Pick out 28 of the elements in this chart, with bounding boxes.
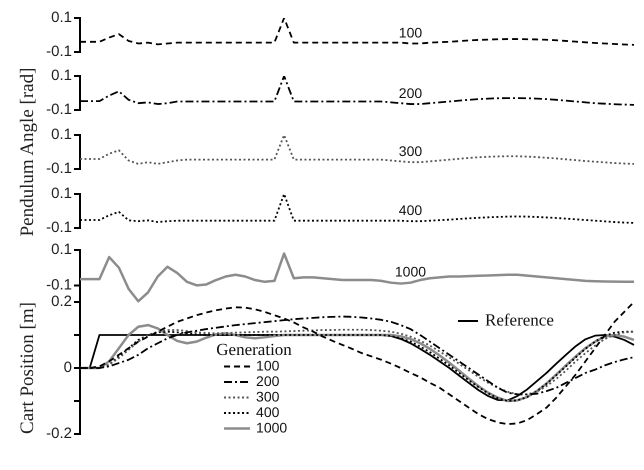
y-tick-label: 0.2 <box>51 293 72 310</box>
series-label: 1000 <box>394 264 426 280</box>
legend-label: 200 <box>256 372 280 389</box>
legend-label: 300 <box>256 388 280 404</box>
y-tick-label: 0 <box>64 359 72 376</box>
legend-label: 1000 <box>256 419 288 436</box>
y-tick-label: -0.1 <box>46 219 72 236</box>
y-tick-label: -0.1 <box>46 276 72 294</box>
y-axis-title: Cart Position [m] <box>17 302 39 434</box>
series-label: 300 <box>398 143 422 160</box>
y-tick-label: 0.1 <box>51 67 72 84</box>
series-label: 100 <box>398 24 422 40</box>
legend-label: 100 <box>256 357 280 374</box>
legend-title: Generation <box>216 340 292 359</box>
y-tick-label: -0.1 <box>46 160 72 178</box>
y-tick-label: 0.1 <box>51 9 72 26</box>
y-tick-label: -0.1 <box>46 101 72 118</box>
y-tick-label: -0.1 <box>46 43 72 60</box>
y-tick-label: 0.1 <box>51 185 72 202</box>
legend-label: Reference <box>485 310 554 330</box>
series-label: 200 <box>398 84 422 101</box>
y-tick-label: -0.2 <box>46 425 72 442</box>
y-axis-title: Pendulum Angle [rad] <box>17 68 39 236</box>
line-series <box>79 135 635 165</box>
legend-label: 400 <box>256 404 280 420</box>
series-label: 400 <box>398 202 422 218</box>
y-tick-label: 0.1 <box>51 126 72 144</box>
y-tick-label: 0.1 <box>51 241 72 258</box>
